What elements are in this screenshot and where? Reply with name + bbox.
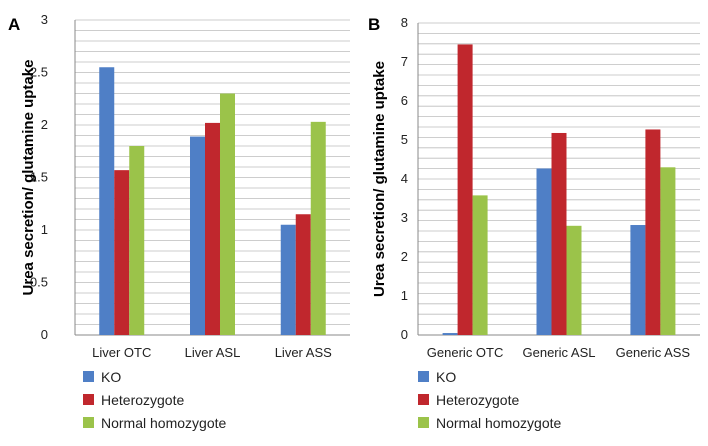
legend-swatch bbox=[83, 394, 94, 405]
legend-label: KO bbox=[101, 369, 121, 385]
y-tick-label: 3 bbox=[41, 12, 48, 27]
bar-heterozygote-3 bbox=[645, 129, 661, 335]
bar-ko-2 bbox=[190, 136, 205, 335]
legend-swatch bbox=[418, 394, 429, 405]
bar-ko-3 bbox=[630, 225, 646, 335]
y-tick-label: 2 bbox=[41, 117, 48, 132]
y-tick-label: 1.5 bbox=[30, 170, 48, 185]
bar-heterozygote-1 bbox=[114, 170, 130, 335]
legend-label: Normal homozygote bbox=[436, 415, 561, 431]
y-tick-label: 3 bbox=[401, 210, 408, 225]
legend-label: Heterozygote bbox=[101, 392, 184, 408]
y-axis-title: Urea secretion/ glutamine uptake bbox=[371, 61, 388, 297]
x-category-label: Generic ASL bbox=[523, 345, 596, 360]
bar-normal-homozygote-2 bbox=[566, 225, 582, 335]
y-tick-label: 5 bbox=[401, 132, 408, 147]
bar-heterozygote-1 bbox=[457, 44, 473, 335]
y-tick-label: 7 bbox=[401, 54, 408, 69]
bar-normal-homozygote-1 bbox=[129, 146, 145, 335]
bar-ko-1 bbox=[442, 333, 458, 335]
bar-normal-homozygote-3 bbox=[660, 167, 676, 335]
bar-ko-2 bbox=[536, 168, 552, 335]
x-category-label: Liver OTC bbox=[92, 345, 151, 360]
legend-label: Normal homozygote bbox=[101, 415, 226, 431]
y-tick-label: 0 bbox=[401, 327, 408, 342]
panel-label: A bbox=[8, 15, 20, 34]
y-tick-label: 2.5 bbox=[30, 65, 48, 80]
y-tick-label: 1 bbox=[401, 288, 408, 303]
x-category-label: Liver ASS bbox=[275, 345, 332, 360]
bar-normal-homozygote-2 bbox=[220, 93, 235, 335]
bar-ko-1 bbox=[99, 67, 115, 335]
legend-swatch bbox=[83, 371, 94, 382]
legend-label: KO bbox=[436, 369, 456, 385]
y-tick-label: 0.5 bbox=[30, 275, 48, 290]
y-tick-label: 4 bbox=[401, 171, 408, 186]
x-category-label: Liver ASL bbox=[185, 345, 241, 360]
x-category-label: Generic ASS bbox=[616, 345, 691, 360]
legend-label: Heterozygote bbox=[436, 392, 519, 408]
bar-heterozygote-3 bbox=[295, 214, 311, 335]
y-axis-title: Urea secretion/ glutamine uptake bbox=[20, 60, 37, 296]
y-tick-label: 2 bbox=[401, 249, 408, 264]
bar-normal-homozygote-3 bbox=[310, 121, 326, 335]
legend-swatch bbox=[83, 417, 94, 428]
legend-swatch bbox=[418, 417, 429, 428]
bar-heterozygote-2 bbox=[205, 122, 220, 336]
y-tick-label: 6 bbox=[401, 93, 408, 108]
bar-normal-homozygote-1 bbox=[472, 195, 488, 335]
panel-label: B bbox=[368, 15, 380, 34]
bar-ko-3 bbox=[280, 224, 296, 335]
y-tick-label: 0 bbox=[41, 327, 48, 342]
chart-panel-b: 0 1 2 3 4 5 6 7 8 Urea secretion/ glutamine uptak… bbox=[368, 15, 700, 431]
y-tick-label: 1 bbox=[41, 222, 48, 237]
y-tick-label: 8 bbox=[401, 15, 408, 30]
chart-panel-a: 0 0.5 1 1.5 2 2.5 3 Urea secretion/ glutamine u… bbox=[8, 12, 350, 431]
legend-swatch bbox=[418, 371, 429, 382]
x-category-label: Generic OTC bbox=[427, 345, 504, 360]
bar-heterozygote-2 bbox=[551, 132, 567, 335]
